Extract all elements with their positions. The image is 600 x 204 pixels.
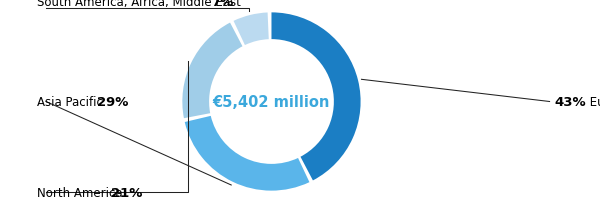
Text: 7%: 7% — [211, 0, 233, 9]
Wedge shape — [182, 23, 242, 119]
Text: Asia Pacific: Asia Pacific — [37, 95, 107, 109]
Text: 29%: 29% — [97, 95, 128, 109]
Wedge shape — [233, 13, 269, 46]
Text: Europe: Europe — [586, 95, 600, 109]
Text: 43%: 43% — [555, 95, 587, 109]
Text: North America: North America — [37, 186, 127, 199]
Wedge shape — [185, 116, 310, 191]
Text: 21%: 21% — [111, 186, 142, 199]
Wedge shape — [271, 13, 361, 181]
Text: South America, Africa, Middle East: South America, Africa, Middle East — [37, 0, 245, 9]
Text: €5,402 million: €5,402 million — [213, 94, 330, 110]
